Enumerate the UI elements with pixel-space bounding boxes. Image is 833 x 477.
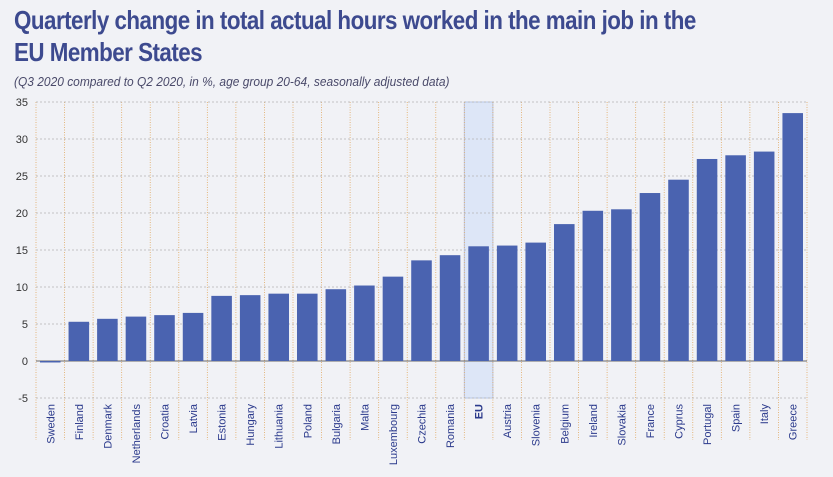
y-tick-label: -5 bbox=[18, 393, 28, 405]
y-tick-label: 0 bbox=[22, 356, 28, 368]
x-tick-label: Lithuania bbox=[274, 403, 286, 449]
x-tick-label: Spain bbox=[731, 404, 743, 432]
x-tick-label: EU bbox=[474, 404, 486, 419]
x-tick-label: Romania bbox=[445, 403, 457, 448]
y-tick-label: 15 bbox=[16, 245, 28, 257]
x-tick-label: Portugal bbox=[702, 404, 714, 445]
bar bbox=[39, 361, 61, 363]
y-tick-label: 25 bbox=[16, 171, 28, 183]
x-tick-label: Finland bbox=[74, 404, 86, 440]
y-tick-label: 5 bbox=[22, 319, 28, 331]
bar bbox=[696, 158, 718, 361]
chart-subtitle: (Q3 2020 compared to Q2 2020, in %, age … bbox=[14, 74, 450, 89]
y-tick-label: 30 bbox=[16, 134, 28, 146]
bar bbox=[296, 293, 318, 361]
x-tick-label: Netherlands bbox=[131, 404, 143, 464]
bar bbox=[68, 321, 90, 361]
bars bbox=[39, 113, 804, 363]
y-tick-label: 35 bbox=[16, 97, 28, 109]
bar bbox=[382, 276, 404, 361]
x-tick-label: Latvia bbox=[188, 403, 200, 433]
bar bbox=[182, 312, 204, 361]
bar bbox=[154, 315, 175, 361]
x-tick-label: Malta bbox=[359, 403, 371, 431]
bar bbox=[325, 289, 347, 361]
x-tick-label: Czechia bbox=[417, 403, 429, 444]
x-axis-labels: Sweden Finland Denmark Netherlands Croatia La… bbox=[45, 403, 799, 465]
x-tick-label: Sweden bbox=[45, 404, 57, 444]
chart-title: Quarterly change in total actual hours w… bbox=[14, 5, 696, 67]
x-tick-label: Slovenia bbox=[531, 403, 543, 446]
bar bbox=[125, 316, 147, 361]
bar bbox=[553, 224, 575, 361]
bar bbox=[525, 242, 547, 361]
bar bbox=[239, 295, 261, 361]
bar bbox=[611, 209, 632, 361]
bar bbox=[496, 245, 518, 361]
y-axis-ticks: -5 0 5 10 15 20 25 30 35 bbox=[16, 97, 28, 405]
bar bbox=[211, 295, 232, 361]
bar bbox=[439, 255, 461, 361]
bar bbox=[268, 293, 290, 361]
y-tick-label: 20 bbox=[16, 208, 28, 220]
y-tick-label: 10 bbox=[16, 282, 28, 294]
bar bbox=[725, 155, 746, 361]
x-tick-label: Greece bbox=[788, 404, 800, 440]
bar bbox=[354, 285, 375, 361]
x-tick-label: Italy bbox=[759, 404, 771, 425]
x-tick-label: Croatia bbox=[160, 403, 172, 439]
x-tick-label: Ireland bbox=[588, 404, 600, 438]
x-tick-label: Belgium bbox=[559, 404, 571, 444]
bar bbox=[97, 318, 118, 361]
x-tick-label: Slovakia bbox=[616, 403, 628, 445]
x-tick-label: Estonia bbox=[217, 403, 229, 441]
bar bbox=[782, 113, 804, 361]
x-tick-label: Denmark bbox=[102, 404, 114, 449]
x-tick-label: France bbox=[645, 404, 657, 438]
x-tick-label: Austria bbox=[502, 403, 514, 438]
x-tick-label: Cyprus bbox=[674, 404, 686, 439]
bar bbox=[468, 246, 489, 361]
bar bbox=[668, 179, 689, 361]
x-tick-label: Hungary bbox=[245, 404, 257, 446]
x-tick-label: Bulgaria bbox=[331, 403, 343, 444]
bar bbox=[411, 260, 432, 361]
bar bbox=[582, 210, 604, 361]
bar bbox=[753, 151, 775, 361]
bar bbox=[639, 193, 661, 361]
x-tick-label: Poland bbox=[302, 404, 314, 438]
x-tick-label: Luxembourg bbox=[388, 404, 400, 465]
